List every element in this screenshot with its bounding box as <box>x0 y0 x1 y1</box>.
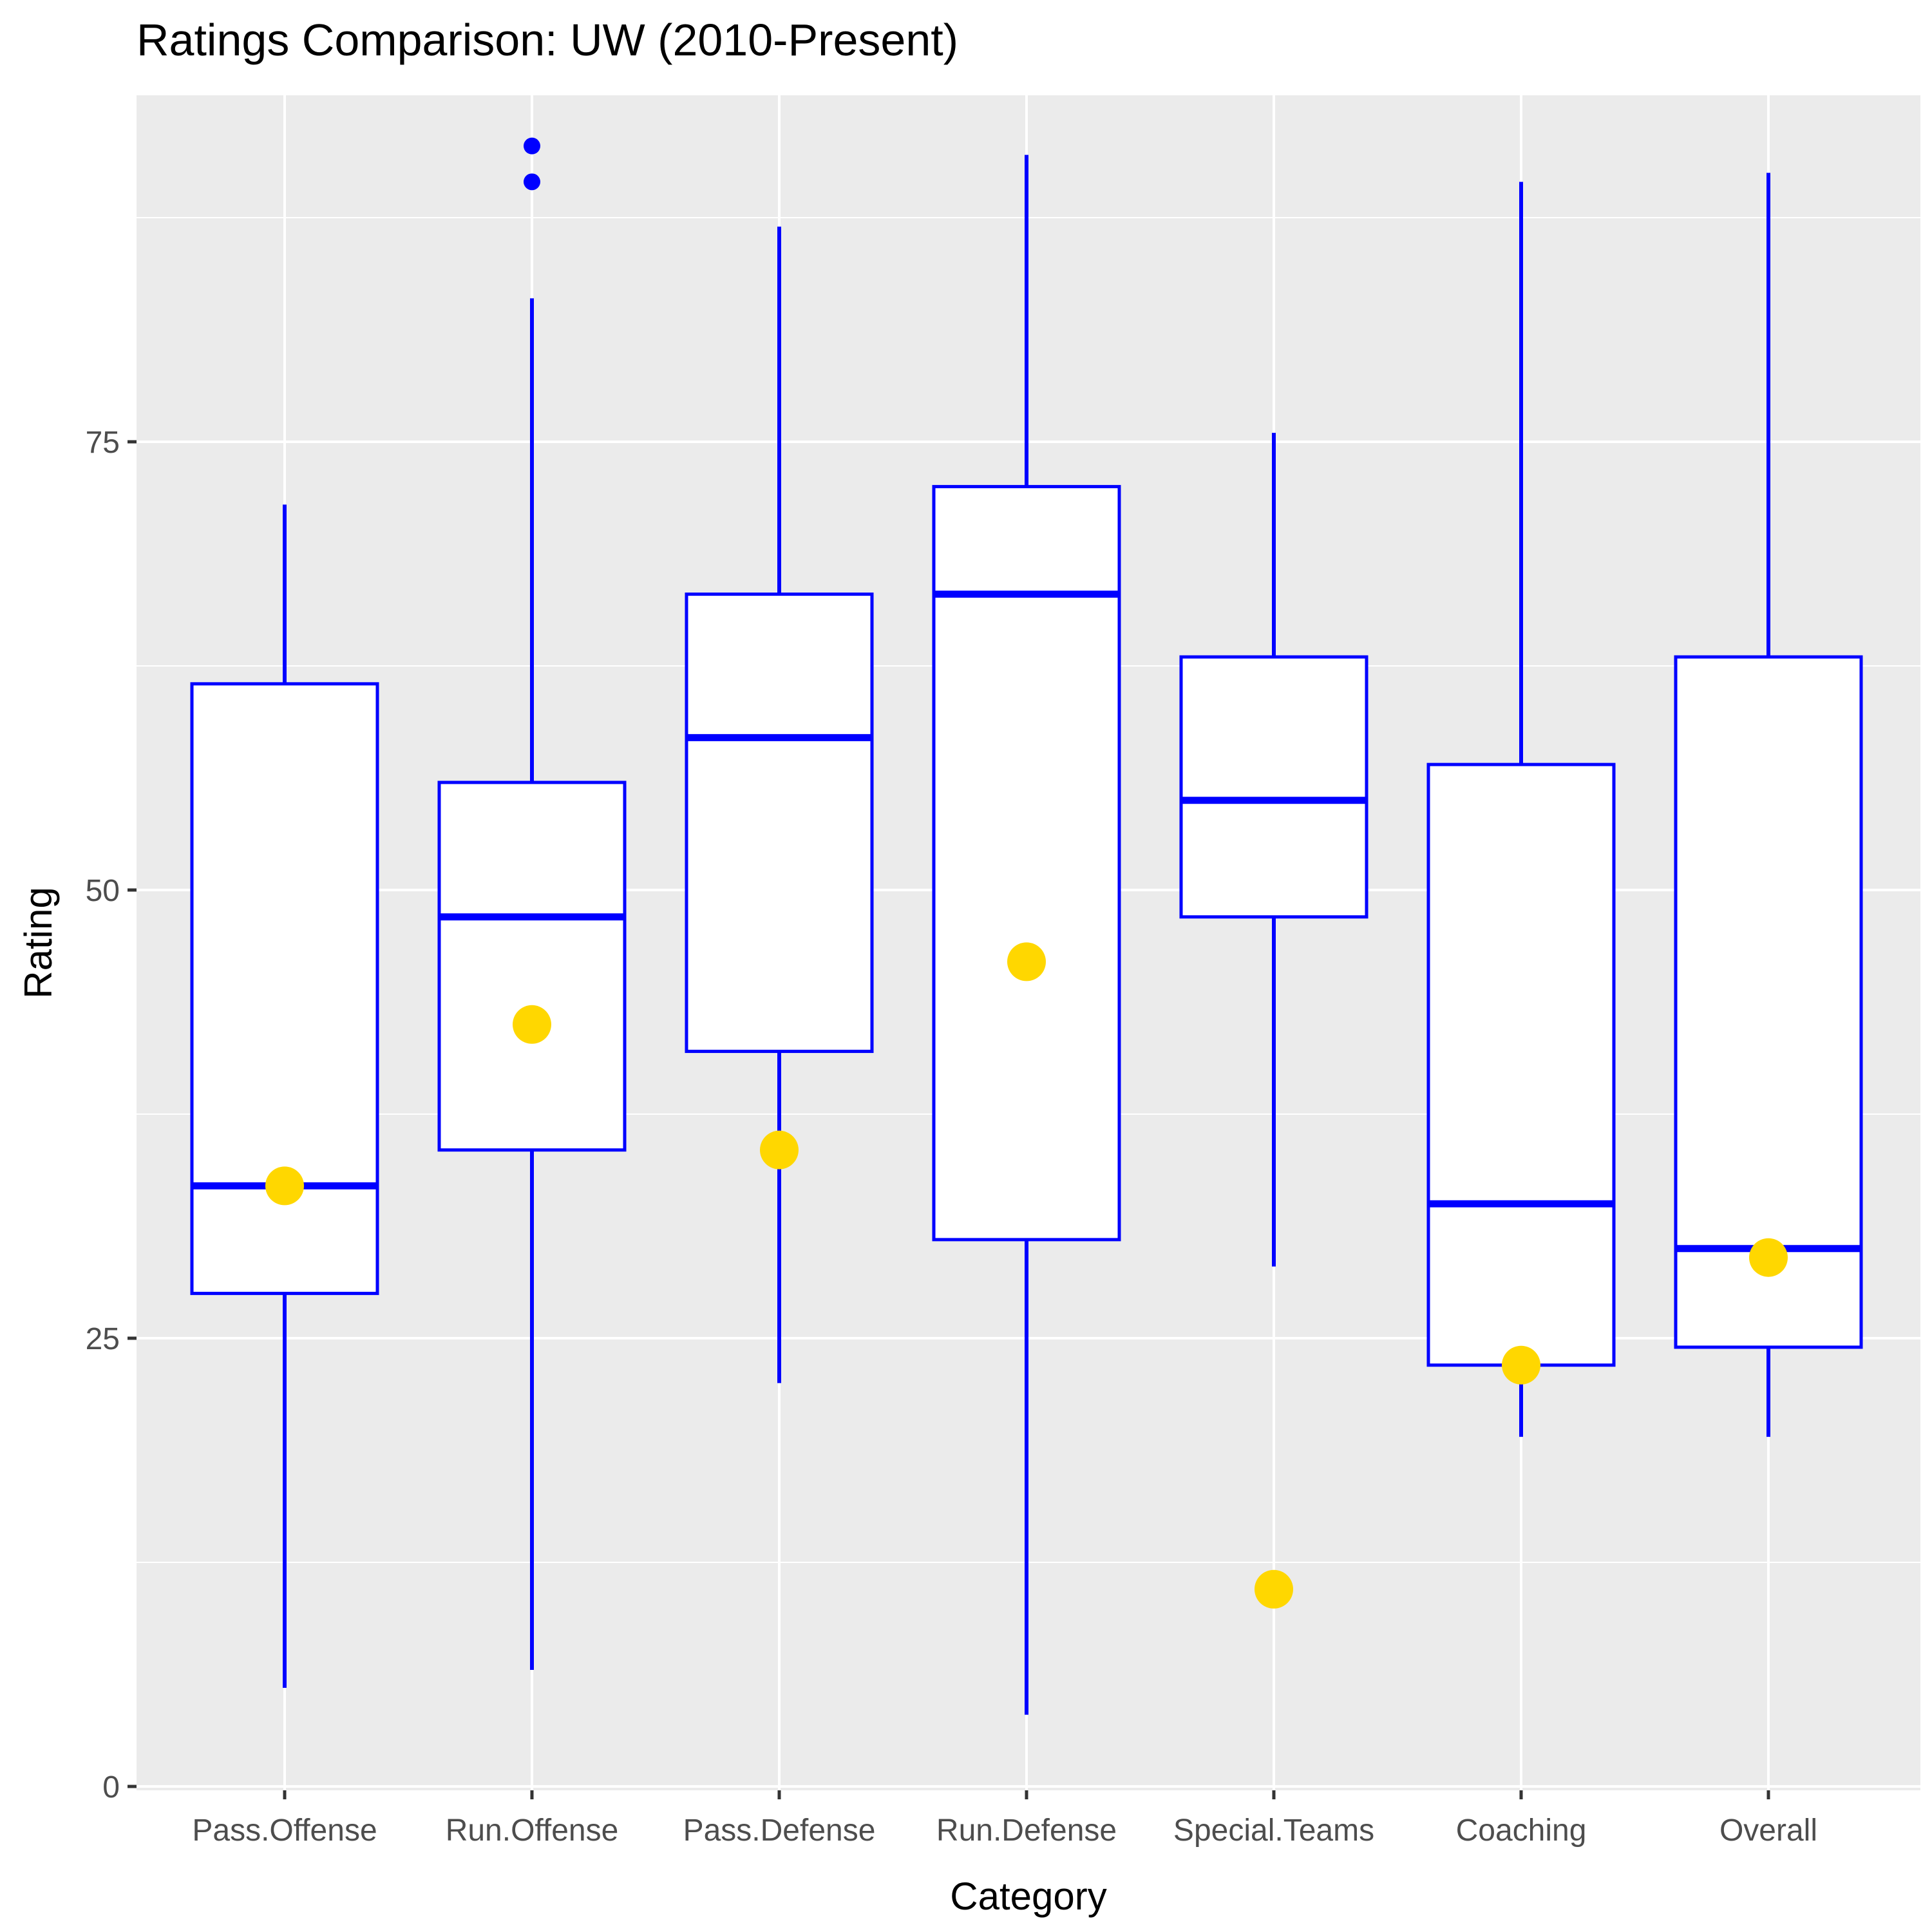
x-tick-label: Overall <box>1719 1814 1817 1848</box>
outlier-point <box>524 137 540 155</box>
y-axis-title: Rating <box>17 887 60 998</box>
x-tick-label: Pass.Defense <box>683 1814 876 1848</box>
outlier-point <box>524 173 540 191</box>
iqr-box <box>932 485 1121 1242</box>
box-pass-defense <box>685 226 874 1383</box>
box-pass-offense <box>190 504 379 1688</box>
y-tick-label: 25 <box>86 1322 120 1356</box>
y-tick-label: 50 <box>86 874 120 908</box>
highlight-point <box>1502 1345 1540 1385</box>
box-series <box>190 137 1863 1715</box>
box-run-defense <box>932 155 1121 1715</box>
x-tick-label: Coaching <box>1456 1814 1587 1848</box>
box-coaching <box>1426 182 1616 1437</box>
x-tick-label: Run.Defense <box>936 1814 1117 1848</box>
iqr-box <box>685 592 874 1054</box>
highlight-point <box>1749 1238 1788 1277</box>
chart-title: Ratings Comparison: UW (2010-Present) <box>137 15 958 65</box>
iqr-box <box>1674 655 1863 1349</box>
x-tick-label: Special.Teams <box>1173 1814 1374 1848</box>
y-tick-label: 0 <box>102 1770 120 1804</box>
iqr-box <box>437 781 627 1152</box>
x-tick-label: Pass.Offense <box>192 1814 377 1848</box>
y-tick-label: 75 <box>86 426 120 460</box>
highlight-point <box>760 1130 799 1170</box>
box-run-offense <box>437 137 627 1671</box>
highlight-point <box>1007 942 1046 981</box>
box-overall <box>1674 173 1863 1437</box>
x-axis-title: Category <box>950 1875 1106 1918</box>
highlight-point <box>513 1005 551 1044</box>
highlight-point <box>265 1166 304 1206</box>
iqr-box <box>1179 655 1368 919</box>
box-special-teams <box>1179 433 1368 1609</box>
axes: 0 25 50 75 Pass.Offense Run.Offense Pass.Defen… <box>86 426 1817 1848</box>
iqr-box <box>1426 762 1616 1367</box>
x-tick-label: Run.Offense <box>446 1814 619 1848</box>
highlight-point <box>1255 1569 1293 1609</box>
